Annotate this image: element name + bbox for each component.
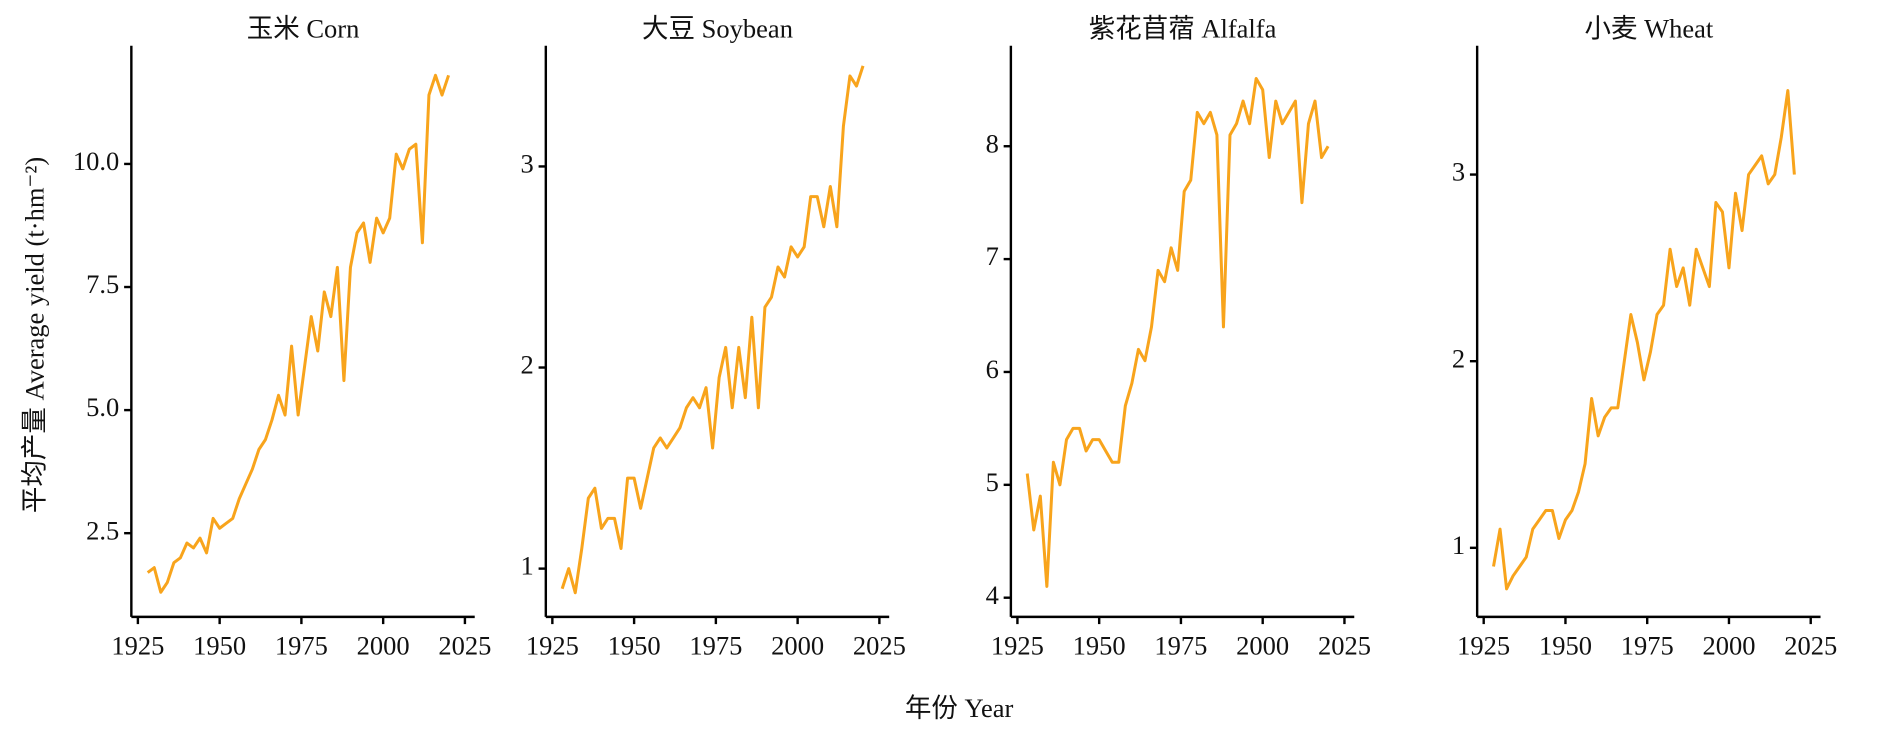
- y-tick-label: 5: [986, 467, 999, 497]
- x-tick-label: 2025: [438, 630, 491, 660]
- panel-title: 小麦 Wheat: [1584, 13, 1713, 43]
- x-tick-label: 2025: [853, 630, 906, 660]
- x-tick-label: 2025: [1784, 630, 1837, 660]
- y-tick-label: 7: [986, 241, 999, 271]
- x-tick-label: 1975: [689, 630, 742, 660]
- x-tick-label: 1950: [193, 630, 246, 660]
- y-tick-label: 10.0: [73, 146, 119, 176]
- x-tick-label: 2000: [1236, 630, 1289, 660]
- y-tick-label: 8: [986, 128, 999, 158]
- x-tick-label: 1925: [991, 630, 1044, 660]
- x-tick-label: 2000: [357, 630, 410, 660]
- x-tick-label: 2025: [1318, 630, 1371, 660]
- panel-title: 大豆 Soybean: [642, 13, 793, 43]
- x-tick-label: 2000: [1702, 630, 1755, 660]
- y-tick-label: 3: [1452, 157, 1465, 187]
- x-tick-label: 1950: [1073, 630, 1126, 660]
- x-tick-label: 1925: [1457, 630, 1510, 660]
- panel-title: 玉米 Corn: [247, 13, 360, 43]
- y-tick-label: 3: [521, 149, 534, 179]
- data-line: [146, 73, 450, 594]
- panel-title: 紫花苜蓿 Alfalfa: [1089, 13, 1277, 43]
- data-line: [560, 65, 865, 595]
- x-tick-label: 1975: [275, 630, 328, 660]
- y-tick-label: 7.5: [86, 269, 119, 299]
- y-axis-label: 平均产量 Average yield (t·hm⁻²): [19, 157, 49, 513]
- x-tick-label: 1950: [608, 630, 661, 660]
- x-axis-label: 年份 Year: [905, 693, 1014, 723]
- x-tick-label: 2000: [771, 630, 824, 660]
- y-tick-label: 2.5: [86, 515, 119, 545]
- y-tick-label: 2: [521, 350, 534, 380]
- y-tick-label: 4: [986, 580, 999, 610]
- y-tick-label: 1: [1452, 530, 1465, 560]
- y-tick-label: 2: [1452, 343, 1465, 373]
- x-tick-label: 1975: [1154, 630, 1207, 660]
- y-tick-label: 5.0: [86, 392, 119, 422]
- x-tick-label: 1925: [526, 630, 579, 660]
- y-tick-label: 6: [986, 354, 999, 384]
- y-tick-label: 1: [521, 551, 534, 581]
- x-tick-label: 1975: [1621, 630, 1674, 660]
- data-line: [1025, 77, 1330, 588]
- x-tick-label: 1950: [1539, 630, 1592, 660]
- data-line: [1492, 89, 1796, 591]
- x-tick-label: 1925: [111, 630, 164, 660]
